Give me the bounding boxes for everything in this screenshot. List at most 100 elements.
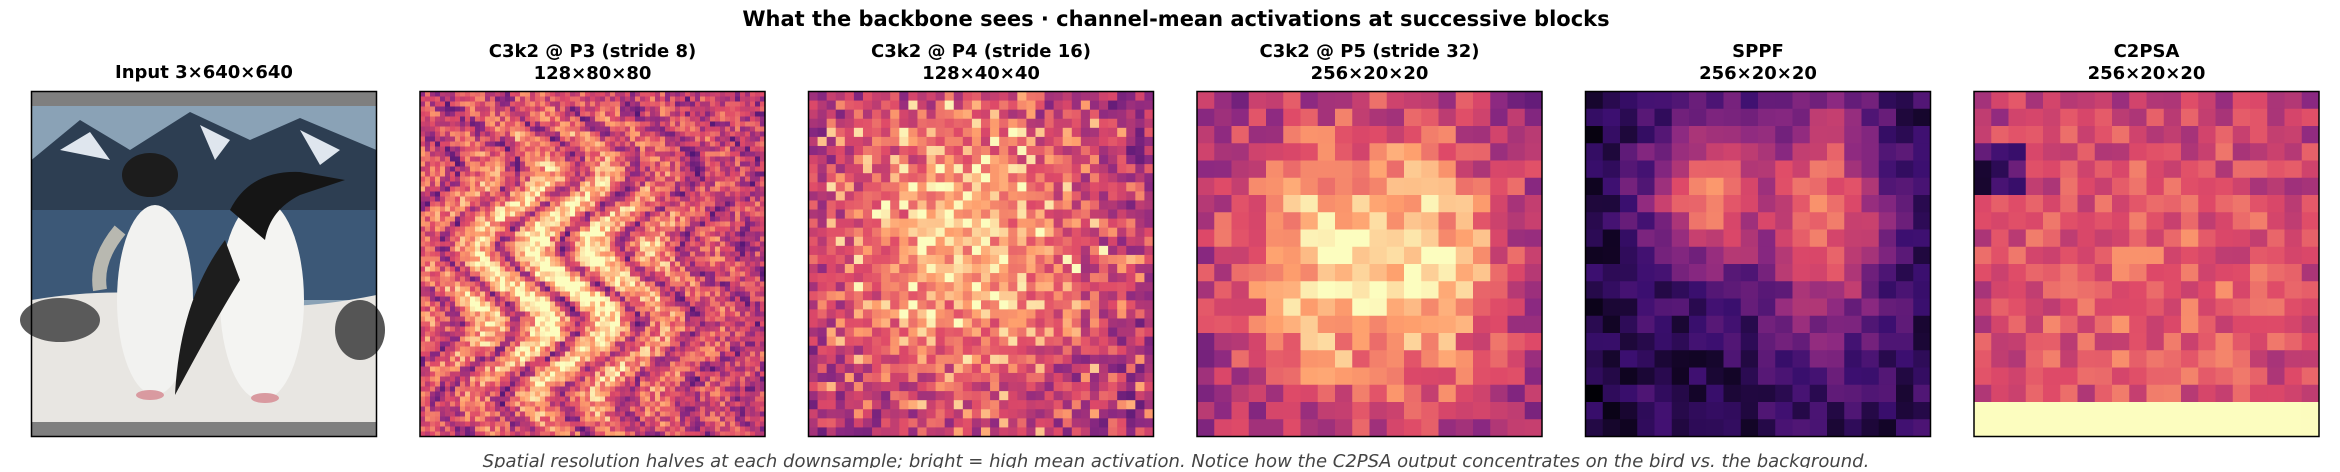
activation-cell: [625, 316, 631, 322]
activation-cell: [735, 406, 741, 412]
activation-cell: [735, 296, 741, 302]
activation-cell: [530, 136, 536, 142]
activation-cell: [720, 96, 726, 102]
activation-cell: [710, 326, 716, 332]
activation-cell: [460, 431, 466, 437]
activation-cell: [700, 321, 706, 327]
activation-cell: [465, 231, 471, 237]
activation-cell: [525, 156, 531, 162]
activation-cell: [735, 366, 741, 372]
activation-cell: [455, 236, 461, 242]
activation-cell: [650, 316, 656, 322]
activation-cell: [645, 111, 651, 117]
activation-cell: [510, 326, 516, 332]
activation-cell: [635, 111, 641, 117]
activation-cell: [610, 421, 616, 427]
activation-cell: [620, 181, 626, 187]
activation-cell: [555, 136, 561, 142]
activation-cell: [680, 386, 686, 392]
activation-cell: [917, 109, 927, 120]
activation-cell: [750, 321, 756, 327]
activation-cell: [420, 416, 426, 422]
activation-cell: [710, 206, 716, 212]
activation-cell: [550, 301, 556, 307]
activation-cell: [580, 361, 586, 367]
activation-cell: [445, 291, 451, 297]
activation-cell: [425, 221, 431, 227]
activation-cell: [540, 386, 546, 392]
activation-cell: [605, 116, 611, 122]
activation-cell: [480, 246, 486, 252]
activation-cell: [715, 351, 721, 357]
activation-cell: [881, 100, 891, 111]
activation-cell: [999, 127, 1009, 138]
activation-cell: [595, 241, 601, 247]
activation-cell: [685, 376, 691, 382]
activation-cell: [575, 161, 581, 167]
activation-cell: [690, 431, 696, 437]
activation-cell: [495, 366, 501, 372]
activation-cell: [725, 186, 731, 192]
activation-cell: [450, 426, 456, 432]
activation-cell: [535, 376, 541, 382]
activation-cell: [605, 321, 611, 327]
activation-cell: [550, 151, 556, 157]
activation-cell: [740, 131, 746, 137]
activation-cell: [570, 116, 576, 122]
activation-cell: [730, 361, 736, 367]
activation-cell: [515, 151, 521, 157]
activation-cell: [545, 291, 551, 297]
activation-cell: [475, 326, 481, 332]
activation-cell: [510, 101, 516, 107]
activation-cell: [650, 376, 656, 382]
activation-cell: [600, 191, 606, 197]
activation-cell: [545, 136, 551, 142]
activation-cell: [645, 386, 651, 392]
activation-cell: [510, 286, 516, 292]
activation-cell: [755, 416, 761, 422]
activation-cell: [525, 371, 531, 377]
activation-cell: [500, 361, 506, 367]
activation-cell: [545, 286, 551, 292]
activation-cell: [570, 356, 576, 362]
activation-cell: [435, 101, 441, 107]
activation-cell: [570, 141, 576, 147]
activation-cell: [610, 146, 616, 152]
activation-cell: [520, 281, 526, 287]
activation-cell: [595, 411, 601, 417]
activation-cell: [695, 411, 701, 417]
activation-cell: [760, 126, 766, 132]
activation-cell: [680, 176, 686, 182]
activation-cell: [675, 166, 681, 172]
activation-cell: [720, 376, 726, 382]
activation-cell: [720, 126, 726, 132]
activation-cell: [575, 421, 581, 427]
activation-cell: [695, 96, 701, 102]
activation-cell: [490, 231, 496, 237]
activation-cell: [455, 291, 461, 297]
activation-cell: [705, 311, 711, 317]
activation-cell: [595, 211, 601, 217]
activation-cell: [440, 186, 446, 192]
activation-cell: [640, 426, 646, 432]
activation-cell: [660, 321, 666, 327]
activation-cell: [700, 271, 706, 277]
activation-cell: [470, 96, 476, 102]
activation-cell: [490, 381, 496, 387]
activation-cell: [515, 256, 521, 262]
activation-cell: [470, 181, 476, 187]
activation-cell: [745, 376, 751, 382]
activation-cell: [540, 261, 546, 267]
activation-cell: [750, 101, 756, 107]
activation-cell: [935, 118, 946, 129]
activation-cell: [610, 91, 616, 97]
activation-cell: [590, 221, 596, 227]
activation-cell: [645, 291, 651, 297]
activation-cell: [755, 211, 761, 217]
activation-cell: [710, 291, 716, 297]
activation-cell: [735, 381, 741, 387]
activation-cell: [505, 296, 511, 302]
activation-cell: [445, 411, 451, 417]
activation-cell: [695, 296, 701, 302]
activation-cell: [525, 176, 531, 182]
